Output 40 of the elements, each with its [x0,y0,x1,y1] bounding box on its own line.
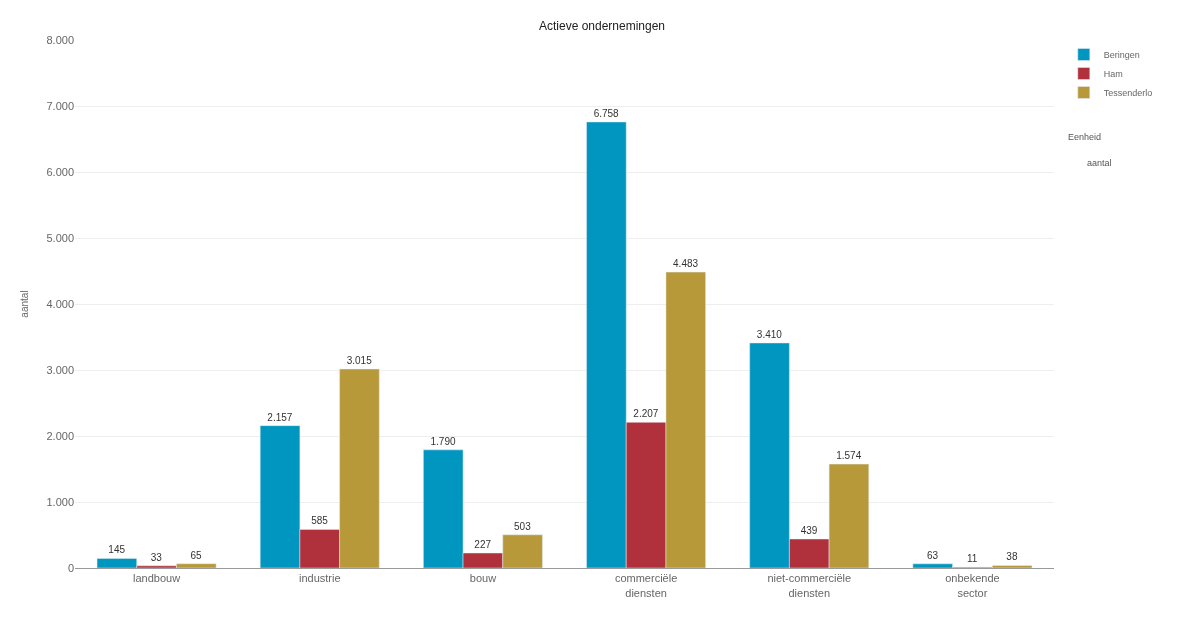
data-label: 145 [108,544,126,556]
legend-label: Ham [1103,69,1123,80]
data-label: 63 [926,549,939,561]
data-label: 65 [190,549,203,561]
x-tick-label: industrie [298,572,341,585]
y-tick-label: 0 [67,561,74,574]
data-label: 1.574 [836,450,862,462]
x-tick-label: onbekende sector [945,572,1000,599]
data-label: 585 [311,515,329,527]
y-tick-label: 5.000 [46,231,74,244]
data-label: 33 [150,551,163,563]
data-label: 3.410 [756,328,783,340]
data-label: 1.790 [430,435,456,447]
data-label: 6.758 [593,107,620,119]
data-label: 11 [967,553,978,565]
y-tick-label: 3.000 [46,363,74,376]
y-tick-label: 1.000 [46,495,74,508]
y-tick-label: 4.000 [46,297,74,310]
data-label: 4.483 [673,258,699,270]
y-tick-label: 6.000 [46,165,74,178]
y-tick-label: 7.000 [46,99,74,112]
x-tick-label: bouw [469,572,497,585]
data-label: 439 [800,525,818,537]
x-tick-label: landbouw [133,572,181,585]
data-label: 2.207 [633,408,659,420]
y-tick-label: 8.000 [46,33,74,46]
data-label: 38 [1006,551,1018,563]
text: aantal [1087,158,1112,168]
x-tick-label: commerciële diensten [614,572,678,599]
y-axis-title: aantal [19,290,31,318]
data-label: 227 [474,539,492,551]
data-label: 3.015 [346,355,373,367]
legend-label: Beringen [1103,50,1140,61]
x-tick-label: niet-commerciële diensten [767,572,852,599]
data-label: 2.157 [267,411,293,423]
text: Eenheid [1068,132,1102,142]
data-label: 503 [514,520,532,532]
y-tick-label: 2.000 [46,429,74,442]
legend-label: Tessenderlo [1103,88,1153,99]
chart-title: Actieve ondernemingen [538,19,666,34]
